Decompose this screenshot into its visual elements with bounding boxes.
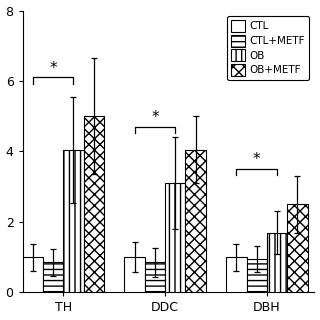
Bar xyxy=(287,204,308,292)
Bar xyxy=(124,257,145,292)
Bar xyxy=(165,183,186,292)
Text: *: * xyxy=(253,152,260,167)
Bar xyxy=(186,150,206,292)
Bar xyxy=(267,233,287,292)
Bar xyxy=(23,257,43,292)
Bar xyxy=(84,116,104,292)
Bar xyxy=(247,259,267,292)
Bar xyxy=(226,257,247,292)
Legend: CTL, CTL+METF, OB, OB+METF: CTL, CTL+METF, OB, OB+METF xyxy=(227,16,309,80)
Text: *: * xyxy=(151,110,159,125)
Bar xyxy=(63,150,84,292)
Text: *: * xyxy=(49,61,57,76)
Bar xyxy=(145,262,165,292)
Bar xyxy=(43,262,63,292)
